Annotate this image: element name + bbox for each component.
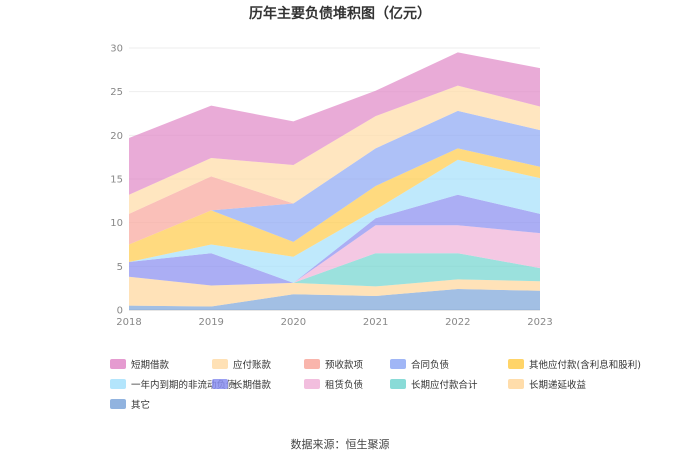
y-tick-label: 30 xyxy=(110,44,123,55)
area-series-其他应付款(含利息和股利)[interactable] xyxy=(129,148,540,262)
legend-swatch xyxy=(110,359,126,369)
legend-item[interactable]: 短期借款 xyxy=(110,356,169,372)
area-series-长期递延收益[interactable] xyxy=(129,276,540,307)
area-series-一年内到期的非流动负债[interactable] xyxy=(129,159,540,283)
legend-label: 合同负债 xyxy=(411,360,450,371)
legend-label: 长期递延收益 xyxy=(529,380,587,391)
legend-swatch xyxy=(508,379,524,389)
legend-item[interactable]: 合同负债 xyxy=(390,356,449,372)
legend-label: 长期借款 xyxy=(233,380,272,391)
y-tick-label: 25 xyxy=(110,87,123,98)
y-tick-label: 20 xyxy=(110,131,123,142)
legend-swatch xyxy=(110,399,126,409)
x-tick-label: 2021 xyxy=(363,317,388,328)
legend-label: 长期应付款合计 xyxy=(411,380,478,391)
area-series-预收款项[interactable] xyxy=(129,110,540,245)
legend-swatch xyxy=(390,359,406,369)
legend-item[interactable]: 预收款项 xyxy=(304,356,363,372)
legend-label: 一年内到期的非流动负债 xyxy=(131,380,236,391)
legend-swatch xyxy=(508,359,524,369)
area-series-短期借款[interactable] xyxy=(129,52,540,195)
chart-title: 历年主要负债堆积图（亿元） xyxy=(249,6,431,22)
legend-item[interactable]: 长期应付款合计 xyxy=(390,376,478,392)
legend-label: 短期借款 xyxy=(131,360,170,371)
area-series-租赁负债[interactable] xyxy=(129,225,540,286)
legend-item[interactable]: 其他应付款(含利息和股利) xyxy=(508,356,641,372)
legend-label: 其他应付款(含利息和股利) xyxy=(529,360,641,371)
legend-swatch xyxy=(304,379,320,389)
legend-item[interactable]: 其它 xyxy=(110,396,150,412)
legend-swatch xyxy=(110,379,126,389)
x-tick-label: 2018 xyxy=(116,317,141,328)
legend-swatch xyxy=(390,379,406,389)
legend-label: 预收款项 xyxy=(325,360,364,371)
x-tick-label: 2022 xyxy=(445,317,470,328)
y-tick-label: 10 xyxy=(110,218,123,229)
y-tick-label: 15 xyxy=(110,175,123,186)
axes: 0 5 10 15 20 25 30 2018 2019 2020 2021 2022 2023 xyxy=(110,44,552,329)
area-series-长期应付款合计[interactable] xyxy=(129,253,540,287)
legend-item[interactable]: 应付账款 xyxy=(212,356,271,372)
y-tick-label: 5 xyxy=(117,262,123,273)
x-tick-label: 2020 xyxy=(281,317,306,328)
legend-swatch xyxy=(212,359,228,369)
legend-item[interactable]: 租赁负债 xyxy=(304,376,363,392)
legend-swatch xyxy=(212,379,228,389)
area-series-其它[interactable] xyxy=(129,289,540,310)
legend-item[interactable]: 长期递延收益 xyxy=(508,376,586,392)
legend-label: 其它 xyxy=(131,400,151,411)
area-series-应付账款[interactable] xyxy=(129,85,540,214)
legend-label: 租赁负债 xyxy=(325,380,364,391)
data-source-note: 数据来源：恒生聚源 xyxy=(290,438,390,451)
legend-item[interactable]: 长期借款 xyxy=(212,376,271,392)
y-tick-label: 0 xyxy=(117,306,123,317)
area-series-长期借款[interactable] xyxy=(129,194,540,286)
x-tick-label: 2019 xyxy=(198,317,223,328)
x-tick-label: 2023 xyxy=(527,317,552,328)
area-series-layer xyxy=(129,52,540,310)
legend-label: 应付账款 xyxy=(233,360,272,371)
area-series-合同负债[interactable] xyxy=(129,110,540,245)
legend-item[interactable]: 一年内到期的非流动负债 xyxy=(110,376,236,392)
legend-swatch xyxy=(304,359,320,369)
